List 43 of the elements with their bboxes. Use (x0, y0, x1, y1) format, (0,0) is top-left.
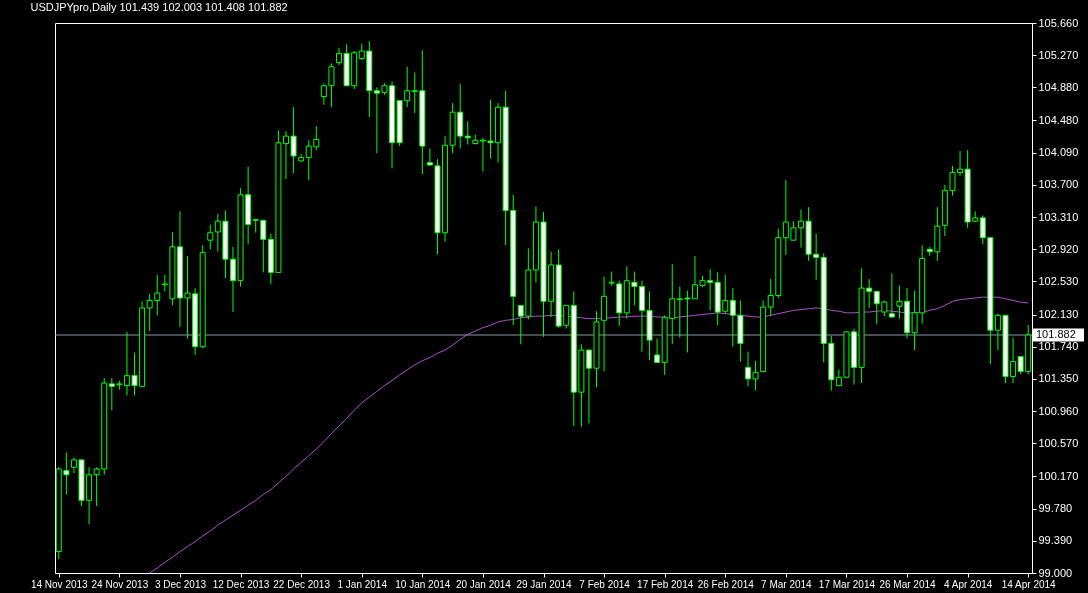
chart-title: USDJPYpro,Daily 101.439 102.003 101.408 101.882 (30, 1, 288, 13)
candlestick (601, 276, 608, 372)
x-tick-label: 26 Feb 2014 (697, 578, 755, 590)
y-tick-label: 104.880 (1038, 80, 1079, 93)
x-tick-label: 1 Jan 2014 (337, 578, 388, 590)
x-tick-label: 14 Apr 2014 (1001, 578, 1057, 590)
x-tick-label: 22 Dec 2013 (273, 578, 331, 590)
x-tick-label: 14 Nov 2013 (30, 578, 89, 590)
candlestick (888, 272, 895, 319)
y-tick-label: 105.660 (1038, 16, 1079, 29)
y-tick-label: 101.740 (1038, 340, 1079, 353)
candlestick (207, 224, 214, 250)
y-tick-label: 99.390 (1038, 534, 1073, 547)
x-tick-label: 12 Dec 2013 (212, 578, 270, 590)
x-tick-label: 26 Mar 2014 (879, 578, 937, 590)
x-tick-label: 3 Dec 2013 (154, 578, 207, 590)
y-tick-label: 99.780 (1038, 502, 1073, 515)
y-tick-label: 100.170 (1038, 469, 1079, 482)
y-tick-label: 99.000 (1038, 566, 1073, 579)
x-tick-label: 17 Feb 2014 (637, 578, 694, 590)
y-tick-label: 103.700 (1038, 178, 1079, 191)
x-tick-label: 17 Mar 2014 (818, 578, 876, 590)
y-tick-label: 100.960 (1038, 404, 1079, 417)
candlestick (654, 337, 661, 363)
ref-line-label: 101.882 (1036, 328, 1076, 340)
x-tick-label: 4 Apr 2014 (943, 578, 993, 590)
y-tick-label: 102.920 (1038, 242, 1079, 255)
x-tick-label: 29 Jan 2014 (516, 578, 572, 590)
y-tick-label: 102.530 (1038, 274, 1079, 287)
y-tick-label: 104.090 (1038, 146, 1079, 159)
y-tick-label: 100.570 (1038, 436, 1079, 449)
x-tick-label: 20 Jan 2014 (455, 578, 512, 590)
x-tick-label: 24 Nov 2013 (91, 578, 149, 590)
x-tick-label: 10 Jan 2014 (395, 578, 451, 590)
x-tick-label: 7 Mar 2014 (761, 578, 813, 590)
x-tick-label: 7 Feb 2014 (579, 578, 631, 590)
y-tick-label: 103.310 (1038, 210, 1079, 223)
line-series (149, 296, 1029, 574)
y-tick-label: 101.350 (1038, 372, 1079, 385)
y-tick-label: 104.480 (1038, 113, 1079, 126)
candlestick (464, 120, 471, 145)
y-tick-label: 105.270 (1038, 48, 1079, 61)
y-tick-label: 102.130 (1038, 308, 1079, 321)
